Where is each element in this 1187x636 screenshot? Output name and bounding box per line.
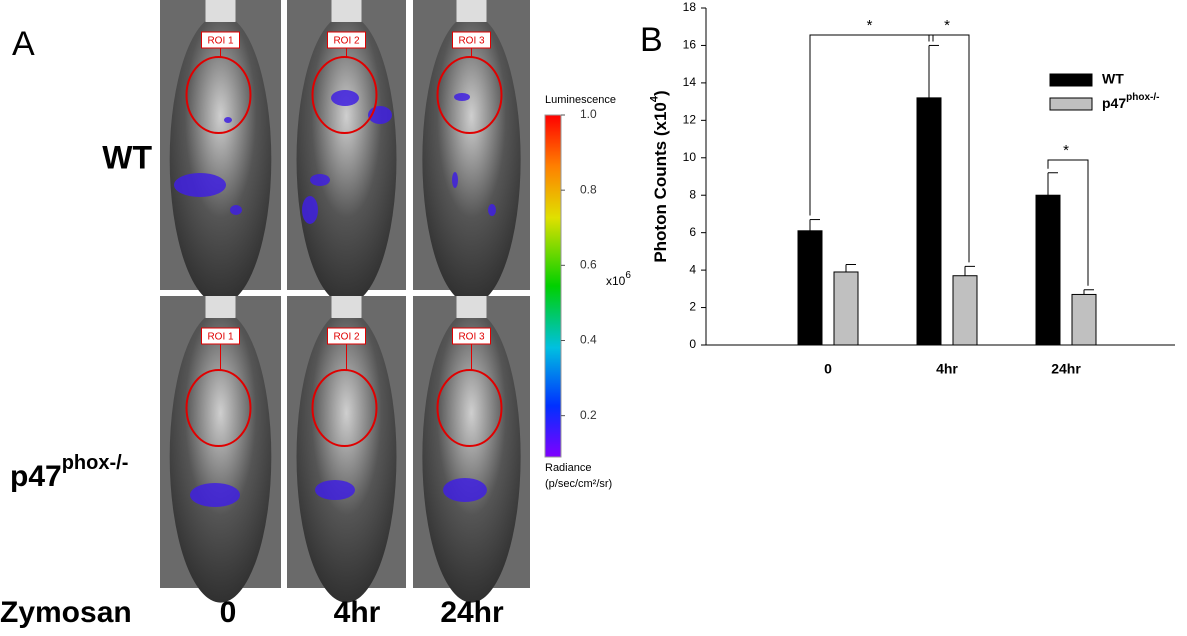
mouse-body bbox=[422, 14, 521, 305]
mouse-body bbox=[296, 14, 397, 305]
row-label: p47phox-/- bbox=[10, 452, 128, 493]
mouse-body bbox=[296, 310, 397, 603]
signal bbox=[224, 117, 232, 123]
x-tick-label: 0 bbox=[824, 361, 832, 377]
holder bbox=[456, 296, 487, 318]
roi-circle bbox=[436, 369, 503, 447]
roi-box bbox=[452, 327, 491, 345]
roi-box bbox=[201, 327, 240, 345]
roi-circle bbox=[185, 369, 252, 447]
panel-label: B bbox=[640, 21, 663, 59]
legend-swatch bbox=[1049, 73, 1093, 87]
annotation: * bbox=[944, 17, 950, 34]
bar bbox=[1071, 293, 1097, 346]
colorbar-footer: Radiance bbox=[545, 462, 591, 474]
significance-bracket bbox=[928, 34, 970, 263]
roi-label: ROI 1 bbox=[207, 36, 234, 47]
legend-label-main: p47 bbox=[1102, 95, 1126, 111]
legend-label: WT bbox=[1102, 71, 1124, 87]
significance-bracket bbox=[809, 34, 934, 216]
y-tick-label: 12 bbox=[683, 113, 697, 127]
y-axis-label-end: ) bbox=[651, 90, 670, 96]
column-label: 4hr bbox=[334, 596, 381, 629]
mouse-body bbox=[169, 14, 272, 305]
colorbar-tick-label: 1.0 bbox=[580, 107, 597, 121]
legend-label: p47phox-/- bbox=[1102, 92, 1159, 111]
holder bbox=[456, 0, 487, 22]
y-tick-label: 10 bbox=[683, 150, 697, 164]
signal bbox=[174, 173, 226, 197]
signal bbox=[454, 93, 470, 101]
colorbar bbox=[544, 114, 562, 458]
bar bbox=[916, 97, 942, 346]
column-label: 24hr bbox=[440, 596, 504, 629]
y-tick-label: 4 bbox=[689, 262, 696, 276]
signal bbox=[310, 174, 330, 186]
colorbar-unit-main: x10 bbox=[606, 274, 626, 288]
bar bbox=[1035, 194, 1061, 346]
bar bbox=[797, 230, 823, 346]
signal bbox=[230, 205, 242, 215]
y-tick-label: 16 bbox=[683, 38, 697, 52]
colorbar-unit: x106 bbox=[606, 270, 631, 289]
y-tick-label: 0 bbox=[689, 337, 696, 351]
roi-label: ROI 2 bbox=[333, 36, 360, 47]
roi-circle bbox=[311, 56, 378, 134]
x-tick-label: 24hr bbox=[1051, 361, 1081, 377]
mouse-body bbox=[422, 310, 521, 603]
roi-box bbox=[327, 327, 366, 345]
y-tick-label: 2 bbox=[689, 300, 696, 314]
colorbar-tick-label: 0.8 bbox=[580, 182, 597, 196]
roi-box bbox=[452, 31, 491, 49]
annotation: * bbox=[867, 17, 873, 34]
signal bbox=[443, 478, 487, 502]
y-axis-label-sup: 4 bbox=[648, 95, 660, 102]
y-tick-label: 6 bbox=[689, 225, 696, 239]
row-label-main: p47 bbox=[10, 460, 62, 493]
holder bbox=[331, 296, 362, 318]
x-tick-label: 4hr bbox=[936, 361, 958, 377]
holder bbox=[205, 296, 236, 318]
row-label: WT bbox=[102, 139, 152, 175]
legend-swatch bbox=[1049, 97, 1093, 111]
signal bbox=[302, 196, 318, 224]
signal bbox=[452, 172, 458, 188]
significance-bracket bbox=[1047, 159, 1089, 286]
row-prefix: Zymosan bbox=[0, 596, 132, 629]
y-axis-label: Photon Counts (x104) bbox=[648, 90, 670, 262]
roi-label: ROI 3 bbox=[458, 332, 485, 343]
roi-circle bbox=[185, 56, 252, 134]
column-label: 0 bbox=[220, 596, 237, 629]
roi-label: ROI 2 bbox=[333, 332, 360, 343]
signal bbox=[315, 480, 355, 500]
roi-circle bbox=[436, 56, 503, 134]
legend-label-sup: phox-/- bbox=[1126, 92, 1159, 103]
holder bbox=[331, 0, 362, 22]
y-axis-label-main: Photon Counts (x10 bbox=[651, 102, 670, 263]
y-tick-label: 8 bbox=[689, 187, 696, 201]
signal bbox=[190, 483, 240, 507]
y-tick-label: 18 bbox=[683, 0, 697, 14]
signal bbox=[331, 90, 359, 106]
roi-circle bbox=[311, 369, 378, 447]
colorbar-unit-sup: 6 bbox=[625, 270, 631, 281]
y-tick-label: 14 bbox=[683, 75, 697, 89]
signal bbox=[488, 204, 496, 216]
roi-box bbox=[201, 31, 240, 49]
annotation: * bbox=[1063, 142, 1069, 159]
colorbar-title: Luminescence bbox=[545, 94, 616, 106]
bar bbox=[833, 271, 859, 346]
roi-label: ROI 3 bbox=[458, 36, 485, 47]
colorbar-tick-label: 0.4 bbox=[580, 333, 597, 347]
row-label-sup: phox-/- bbox=[62, 452, 129, 474]
roi-label: ROI 1 bbox=[207, 332, 234, 343]
panel-label: A bbox=[12, 25, 35, 63]
bar bbox=[952, 275, 978, 346]
roi-box bbox=[327, 31, 366, 49]
colorbar-tick-label: 0.6 bbox=[580, 258, 597, 272]
colorbar-footer: (p/sec/cm²/sr) bbox=[545, 478, 612, 490]
colorbar-tick-label: 0.2 bbox=[580, 408, 597, 422]
holder bbox=[205, 0, 236, 22]
